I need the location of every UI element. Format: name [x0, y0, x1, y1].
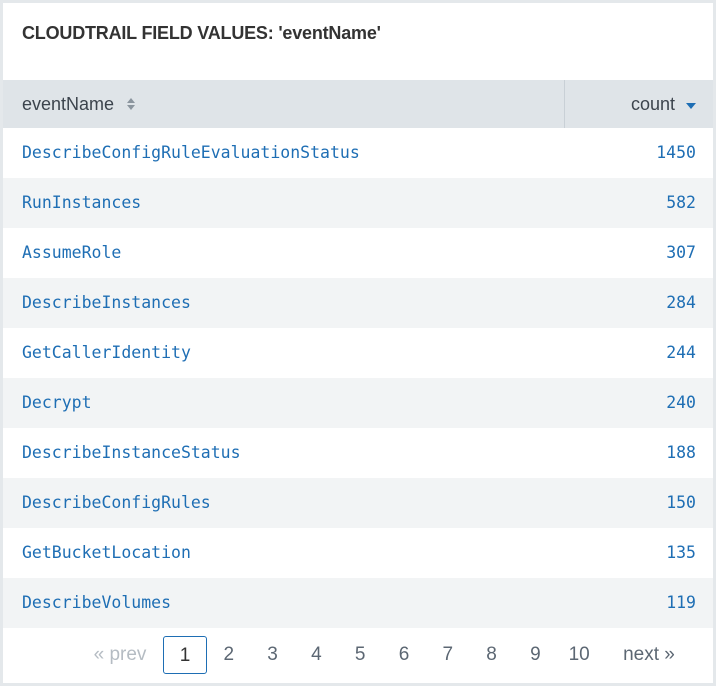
event-name-link[interactable]: DescribeConfigRules	[22, 493, 211, 512]
table-row: GetCallerIdentity 244	[3, 328, 713, 378]
event-name-link[interactable]: GetBucketLocation	[22, 543, 191, 562]
table-row: GetBucketLocation 135	[3, 528, 713, 578]
count-value[interactable]: 135	[666, 543, 696, 562]
table-row: RunInstances 582	[3, 178, 713, 228]
column-header[interactable]: eventName	[3, 80, 563, 128]
column-header[interactable]: count	[564, 80, 713, 128]
count-value[interactable]: 307	[666, 243, 696, 262]
event-name-link[interactable]: DescribeInstances	[22, 293, 191, 312]
column-label: count	[630, 94, 675, 114]
table-row: DescribeInstanceStatus 188	[3, 428, 713, 478]
table-header: eventName count	[3, 80, 713, 128]
panel: CLOUDTRAIL FIELD VALUES: 'eventName' eve…	[3, 3, 713, 683]
count-value[interactable]: 244	[666, 343, 696, 362]
event-name-link[interactable]: DescribeInstanceStatus	[22, 443, 241, 462]
page-button[interactable]: 4	[311, 644, 322, 665]
event-name-link[interactable]: DescribeConfigRuleEvaluationStatus	[22, 143, 360, 162]
page-button[interactable]: 3	[267, 644, 278, 665]
event-name-link[interactable]: AssumeRole	[22, 243, 122, 262]
page-button[interactable]: 9	[530, 644, 541, 665]
event-name-link[interactable]: Decrypt	[22, 393, 92, 412]
table-row: Decrypt 240	[3, 378, 713, 428]
page-button[interactable]: 8	[486, 644, 497, 665]
table-row: AssumeRole 307	[3, 228, 713, 278]
table-row: DescribeInstances 284	[3, 278, 713, 328]
event-name-link[interactable]: RunInstances	[22, 193, 142, 212]
table-row: DescribeConfigRuleEvaluationStatus 1450	[3, 128, 713, 178]
count-value[interactable]: 188	[666, 443, 696, 462]
page-button[interactable]: 5	[354, 644, 366, 665]
table-row: DescribeVolumes 119	[3, 578, 713, 628]
count-value[interactable]: 240	[666, 393, 696, 412]
event-name-link[interactable]: GetCallerIdentity	[22, 343, 191, 362]
count-value[interactable]: 1450	[656, 143, 696, 162]
prev-button[interactable]: « prev	[93, 644, 147, 665]
page-button[interactable]: 2	[223, 644, 235, 665]
page-button[interactable]: 1	[163, 636, 207, 674]
sort-desc-icon	[686, 103, 696, 109]
count-value[interactable]: 119	[666, 593, 696, 612]
event-name-link[interactable]: DescribeVolumes	[22, 593, 172, 612]
count-value[interactable]: 284	[666, 293, 696, 312]
pagination: « prev 1 2 3 4 5 6 7 8 9 10 next »	[3, 628, 713, 683]
page-button[interactable]: 10	[568, 644, 590, 665]
panel-title: CLOUDTRAIL FIELD VALUES: 'eventName'	[22, 23, 381, 43]
column-label: eventName	[22, 94, 115, 114]
page-button[interactable]: 7	[442, 644, 454, 665]
page-button[interactable]: 6	[398, 644, 410, 665]
count-value[interactable]: 150	[666, 493, 696, 512]
next-button[interactable]: next »	[623, 644, 675, 665]
count-value[interactable]: 582	[666, 193, 696, 212]
sort-icon	[127, 98, 136, 110]
table-row: DescribeConfigRules 150	[3, 478, 713, 528]
